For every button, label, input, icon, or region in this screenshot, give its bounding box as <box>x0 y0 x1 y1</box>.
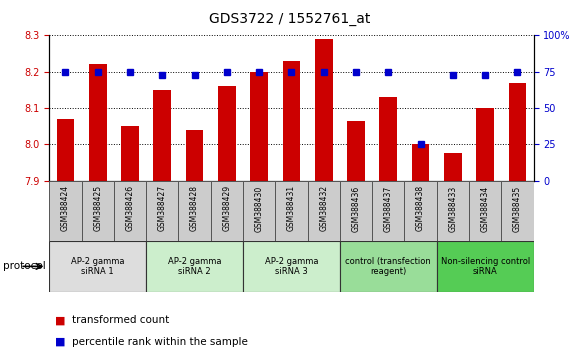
Bar <box>211 181 243 241</box>
Text: GSM388424: GSM388424 <box>61 185 70 232</box>
Text: control (transfection
reagent): control (transfection reagent) <box>346 257 431 276</box>
Text: GSM388425: GSM388425 <box>93 185 102 232</box>
Bar <box>114 181 146 241</box>
Text: AP-2 gamma
siRNA 2: AP-2 gamma siRNA 2 <box>168 257 222 276</box>
Text: GSM388427: GSM388427 <box>158 185 167 232</box>
Bar <box>347 121 365 181</box>
Bar <box>154 90 171 181</box>
Text: GSM388436: GSM388436 <box>351 185 361 232</box>
Bar <box>89 64 107 181</box>
Bar <box>307 181 340 241</box>
Text: protocol: protocol <box>3 261 46 272</box>
Bar <box>437 241 534 292</box>
Text: AP-2 gamma
siRNA 3: AP-2 gamma siRNA 3 <box>264 257 318 276</box>
Text: GSM388435: GSM388435 <box>513 185 522 232</box>
Bar <box>218 86 235 181</box>
Text: GSM388431: GSM388431 <box>287 185 296 232</box>
Bar <box>412 144 429 181</box>
Bar <box>179 181 211 241</box>
Text: GDS3722 / 1552761_at: GDS3722 / 1552761_at <box>209 12 371 27</box>
Text: GSM388434: GSM388434 <box>481 185 490 232</box>
Text: GSM388428: GSM388428 <box>190 185 199 232</box>
Bar <box>340 181 372 241</box>
Text: GSM388429: GSM388429 <box>222 185 231 232</box>
Bar <box>146 241 243 292</box>
Text: ■: ■ <box>55 337 66 347</box>
Text: GSM388437: GSM388437 <box>384 185 393 232</box>
Bar <box>243 181 276 241</box>
Bar <box>444 153 462 181</box>
Text: AP-2 gamma
siRNA 1: AP-2 gamma siRNA 1 <box>71 257 125 276</box>
Bar <box>509 82 526 181</box>
Bar <box>282 61 300 181</box>
Text: ■: ■ <box>55 315 66 325</box>
Bar <box>49 241 146 292</box>
Text: percentile rank within the sample: percentile rank within the sample <box>72 337 248 347</box>
Bar <box>469 181 501 241</box>
Bar <box>57 119 74 181</box>
Text: Non-silencing control
siRNA: Non-silencing control siRNA <box>441 257 530 276</box>
Bar <box>501 181 534 241</box>
Bar <box>315 39 332 181</box>
Bar <box>146 181 179 241</box>
Text: GSM388426: GSM388426 <box>125 185 135 232</box>
Bar <box>186 130 204 181</box>
Bar <box>82 181 114 241</box>
Bar <box>379 97 397 181</box>
Bar <box>251 72 268 181</box>
Text: transformed count: transformed count <box>72 315 170 325</box>
Text: GSM388430: GSM388430 <box>255 185 264 232</box>
Bar <box>437 181 469 241</box>
Bar <box>340 241 437 292</box>
Text: GSM388438: GSM388438 <box>416 185 425 232</box>
Text: GSM388432: GSM388432 <box>319 185 328 232</box>
Bar <box>276 181 307 241</box>
Bar <box>243 241 340 292</box>
Bar <box>404 181 437 241</box>
Bar <box>121 126 139 181</box>
Bar <box>476 108 494 181</box>
Text: GSM388433: GSM388433 <box>448 185 458 232</box>
Bar <box>49 181 82 241</box>
Bar <box>372 181 404 241</box>
